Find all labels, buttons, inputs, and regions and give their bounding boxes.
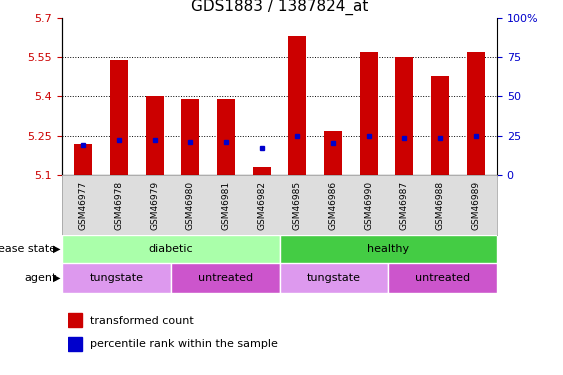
- Bar: [110, 60, 128, 175]
- Bar: [74, 144, 92, 175]
- Text: GSM46988: GSM46988: [435, 181, 444, 230]
- Text: ▶: ▶: [53, 273, 61, 283]
- Bar: [395, 57, 413, 175]
- Bar: [288, 36, 306, 175]
- Bar: [68, 338, 82, 351]
- Bar: [181, 99, 199, 175]
- Text: agent: agent: [24, 273, 56, 283]
- Text: healthy: healthy: [367, 244, 409, 254]
- Text: untreated: untreated: [198, 273, 253, 283]
- Bar: [171, 263, 279, 293]
- Text: GSM46986: GSM46986: [328, 181, 337, 230]
- Text: GSM46979: GSM46979: [150, 181, 159, 230]
- Text: percentile rank within the sample: percentile rank within the sample: [90, 339, 278, 349]
- Bar: [253, 167, 271, 175]
- Text: GSM46985: GSM46985: [293, 181, 302, 230]
- Text: GSM46981: GSM46981: [221, 181, 230, 230]
- Bar: [279, 263, 388, 293]
- Text: tungstate: tungstate: [90, 273, 144, 283]
- Text: ▶: ▶: [53, 244, 61, 254]
- Text: transformed count: transformed count: [90, 316, 194, 326]
- Bar: [279, 235, 497, 263]
- Bar: [324, 130, 342, 175]
- Text: GSM46980: GSM46980: [186, 181, 195, 230]
- Text: GSM46982: GSM46982: [257, 181, 266, 230]
- Text: tungstate: tungstate: [307, 273, 361, 283]
- Bar: [62, 263, 171, 293]
- Bar: [467, 52, 485, 175]
- Bar: [217, 99, 235, 175]
- Text: GSM46990: GSM46990: [364, 181, 373, 230]
- Text: GSM46989: GSM46989: [471, 181, 480, 230]
- Title: GDS1883 / 1387824_at: GDS1883 / 1387824_at: [191, 0, 368, 15]
- Bar: [388, 263, 497, 293]
- Text: untreated: untreated: [415, 273, 470, 283]
- Text: GSM46987: GSM46987: [400, 181, 409, 230]
- Text: disease state: disease state: [0, 244, 56, 254]
- Bar: [62, 235, 279, 263]
- Bar: [146, 96, 164, 175]
- Bar: [68, 313, 82, 327]
- Bar: [360, 52, 378, 175]
- Bar: [431, 76, 449, 175]
- Text: GSM46978: GSM46978: [114, 181, 123, 230]
- Text: diabetic: diabetic: [149, 244, 193, 254]
- Text: GSM46977: GSM46977: [79, 181, 88, 230]
